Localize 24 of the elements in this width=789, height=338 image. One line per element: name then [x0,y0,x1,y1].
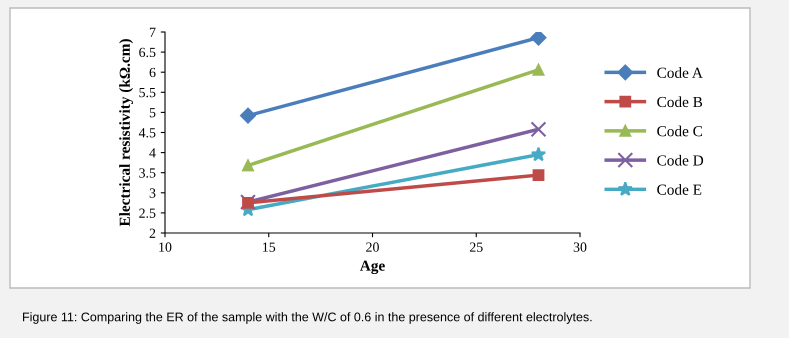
y-tick-label: 5 [150,108,156,118]
x-axis-title: Age [360,260,385,274]
x-tick-label: 10 [159,242,172,252]
y-tick-label: 2 [150,228,156,238]
x-tick-label: 30 [574,242,586,252]
legend-label: Code D [657,154,704,166]
x-tick-label: 20 [366,242,379,252]
y-tick-label: 7 [150,28,156,37]
y-axis-title: Electrical resistivity (kΩ.cm) [119,39,134,226]
y-tick-label: 6.5 [139,48,156,58]
y-tick-label: 6 [150,68,156,78]
y-tick-label: 2.5 [139,208,156,218]
caption: Figure 11: Comparing the ER of the sample with the W/C of 0.6 in the presence of different electrolytes. [23,312,592,324]
x-tick-label: 25 [470,242,483,252]
legend-label: Code C [657,126,702,136]
legend-label: Code A [657,67,703,78]
legend-label: Code B [657,96,702,108]
legend-label: Code E [657,184,702,195]
y-tick-label: 4.5 [138,128,156,138]
y-tick-label: 5.5 [139,88,156,98]
y-tick-label: 4 [149,148,156,158]
x-tick-label: 15 [263,242,276,252]
y-tick-label: 3.5 [139,168,156,178]
y-tick-label: 3 [150,188,156,198]
